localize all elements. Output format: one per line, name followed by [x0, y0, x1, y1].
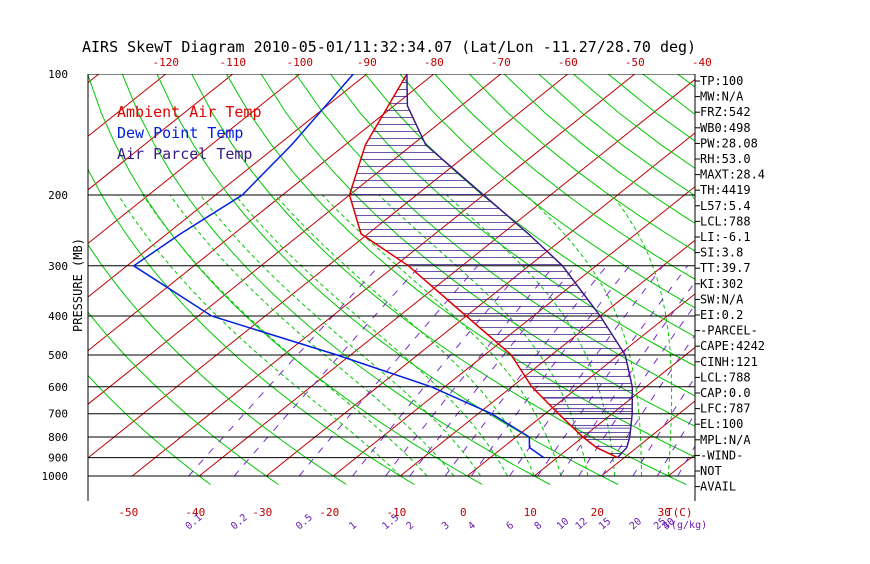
pressure-tick-label: 800	[48, 431, 68, 444]
pressure-axis-title: PRESSURE (MB)	[71, 238, 85, 332]
legend-entry: Ambient Air Temp	[117, 103, 262, 121]
moist-adiabat-line	[612, 195, 671, 476]
index-label: SI:3.8	[700, 246, 743, 260]
dry-adiabat-line	[365, 74, 870, 485]
top-temp-tick-label: -50	[625, 56, 645, 69]
bottom-temp-tick-label: 20	[591, 506, 604, 519]
dry-adiabat-line	[469, 74, 870, 485]
bottom-temp-tick-label: 10	[524, 506, 537, 519]
dry-adiabat-line	[400, 74, 870, 485]
isotherm-line	[0, 74, 32, 476]
mixing-ratio-tick-label: 6	[504, 520, 516, 532]
isotherm-line	[735, 74, 870, 476]
pressure-tick-label: 700	[48, 408, 68, 421]
index-label: CINH:121	[700, 355, 758, 369]
top-temp-tick-label: -60	[558, 56, 578, 69]
isotherm-line	[333, 74, 836, 476]
mixing-ratio-tick-label: 3	[440, 520, 452, 532]
mixing-ratio-tick-label: 12	[574, 516, 590, 532]
isotherm-line	[199, 74, 702, 476]
pressure-tick-label: 900	[48, 452, 68, 465]
index-label: CAP:0.0	[700, 386, 751, 400]
index-label: TH:4419	[700, 183, 751, 197]
index-label: SW:N/A	[700, 292, 744, 306]
index-label: CAPE:4242	[700, 339, 765, 353]
index-label: PW:28.08	[700, 136, 758, 150]
mixing-ratio-tick-label: 2	[405, 520, 417, 532]
top-temp-tick-label: -120	[153, 56, 180, 69]
dry-adiabat-line	[747, 74, 870, 485]
top-temp-tick-label: -90	[357, 56, 377, 69]
bottom-temp-tick-label: 0	[460, 506, 467, 519]
index-label: RH:53.0	[700, 152, 751, 166]
top-temp-tick-label: -80	[424, 56, 444, 69]
legend-entry: Air Parcel Temp	[117, 145, 252, 163]
isotherm-line	[400, 74, 870, 476]
mixing-ratio-unit: (g/kg)	[671, 520, 707, 531]
index-label: L57:5.4	[700, 199, 751, 213]
index-label: NOT	[700, 464, 722, 478]
moist-adiabat-line	[170, 195, 454, 476]
dry-adiabat-line	[816, 74, 870, 485]
dry-adiabat-line	[851, 74, 870, 485]
mixing-ratio-line	[353, 266, 525, 476]
moist-adiabat-line	[200, 195, 480, 476]
legend-entry: Dew Point Temp	[117, 124, 243, 142]
top-temp-tick-label: -70	[491, 56, 511, 69]
mixing-ratio-tick-label: 20	[628, 516, 644, 532]
top-temp-tick-label: -100	[287, 56, 314, 69]
index-label: -WIND-	[700, 448, 743, 462]
index-label: EI:0.2	[700, 308, 743, 322]
index-label: MW:N/A	[700, 90, 744, 104]
pressure-tick-label: 100	[48, 68, 68, 81]
pressure-tick-label: 500	[48, 349, 68, 362]
top-temp-tick-label: -40	[692, 56, 712, 69]
mixing-ratio-tick-label: 0.2	[229, 512, 250, 532]
moist-adiabat-line	[379, 195, 588, 476]
top-temp-tick-label: -110	[220, 56, 247, 69]
index-label: -PARCEL-	[700, 324, 758, 338]
mixing-ratio-tick-label: 10	[555, 516, 571, 532]
index-label: LCL:788	[700, 370, 751, 384]
index-label: MAXT:28.4	[700, 168, 765, 182]
mixing-ratio-tick-label: 1	[347, 520, 359, 532]
index-label: AVAIL	[700, 480, 736, 494]
moist-adiabat-line	[526, 195, 641, 476]
legend: Ambient Air Temp Dew Point Temp Air Parcel…	[117, 103, 262, 163]
index-label: LI:-6.1	[700, 230, 751, 244]
bottom-temp-tick-label: -20	[319, 506, 339, 519]
moist-adiabat-line	[447, 195, 615, 476]
pressure-tick-label: 300	[48, 260, 68, 273]
index-label: MPL:N/A	[700, 433, 751, 447]
index-label: TT:39.7	[700, 261, 751, 275]
pressure-tick-label: 600	[48, 381, 68, 394]
dry-adiabat-line	[782, 74, 870, 485]
mixing-ratio-tick-label: 8	[533, 520, 545, 532]
index-label: TP:100	[700, 74, 743, 88]
chart-title: AIRS SkewT Diagram 2010-05-01/11:32:34.0…	[82, 38, 696, 56]
isotherm-line	[802, 74, 870, 476]
index-label: FRZ:542	[700, 105, 751, 119]
isotherm-line	[668, 74, 870, 476]
bottom-temp-tick-label: -50	[118, 506, 138, 519]
index-label: WB0:498	[700, 121, 751, 135]
index-label: EL:100	[700, 417, 743, 431]
moist-adiabat-line	[275, 195, 534, 476]
bottom-temp-tick-label: -30	[252, 506, 272, 519]
pressure-tick-label: 200	[48, 189, 68, 202]
pressure-tick-label: 1000	[42, 470, 69, 483]
mixing-ratio-tick-label: 4	[466, 520, 478, 532]
index-label: LCL:788	[700, 214, 751, 228]
index-label: LFC:787	[700, 402, 751, 416]
index-label: KI:302	[700, 277, 743, 291]
pressure-tick-label: 400	[48, 310, 68, 323]
mixing-ratio-tick-label: 0.5	[294, 512, 315, 532]
isotherm-line	[467, 74, 870, 476]
